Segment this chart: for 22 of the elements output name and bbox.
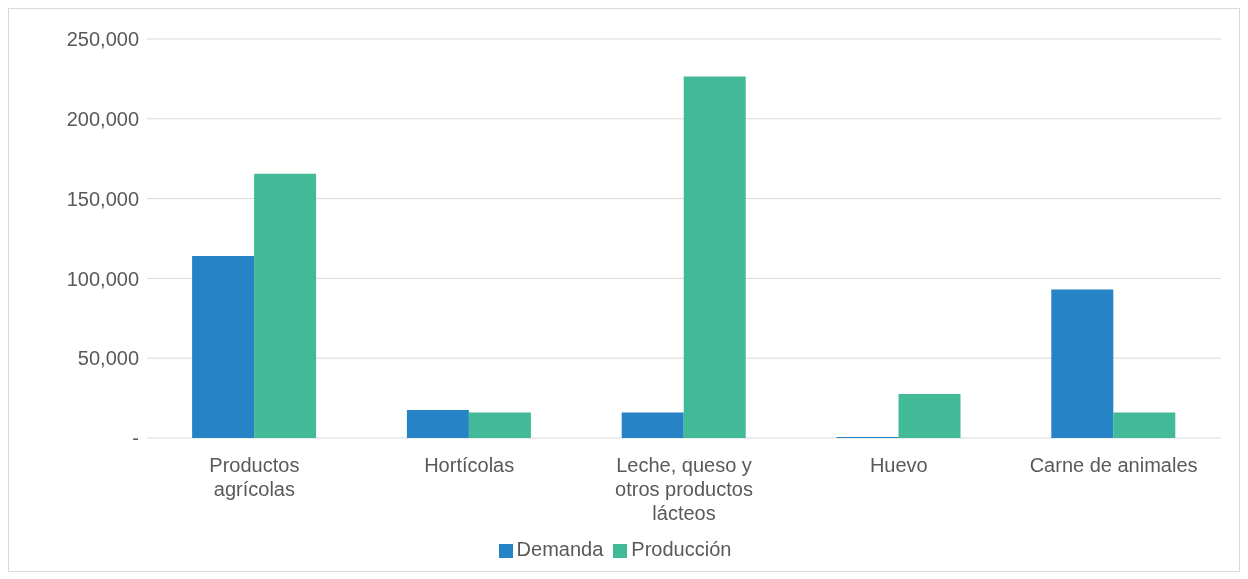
x-tick-label: Carne de animales: [1029, 454, 1198, 476]
x-tick-label: Leche, queso y otros productos lácteos: [615, 454, 753, 524]
legend-label: Producción: [631, 538, 732, 560]
bar: [406, 410, 469, 438]
x-tick-label: Hortícolas: [424, 454, 515, 476]
x-tick-label: Huevo: [869, 454, 928, 476]
y-tick-label: 250,000: [66, 28, 139, 51]
bar: [1051, 289, 1114, 438]
bar: [683, 76, 746, 438]
bar: [621, 412, 684, 438]
bar: [254, 173, 317, 438]
legend-label: Demanda: [516, 538, 604, 560]
y-tick-label: 50,000: [77, 347, 139, 370]
y-tick-label: -: [132, 427, 139, 450]
bar: [898, 394, 961, 438]
bar: [1113, 412, 1176, 438]
bar: [192, 256, 255, 438]
y-tick-label: 150,000: [66, 187, 139, 210]
bar: [468, 412, 531, 438]
y-tick-label: 200,000: [66, 107, 139, 130]
y-tick-label: 100,000: [66, 267, 139, 290]
x-tick-label: Productos agrícolas: [209, 454, 300, 500]
